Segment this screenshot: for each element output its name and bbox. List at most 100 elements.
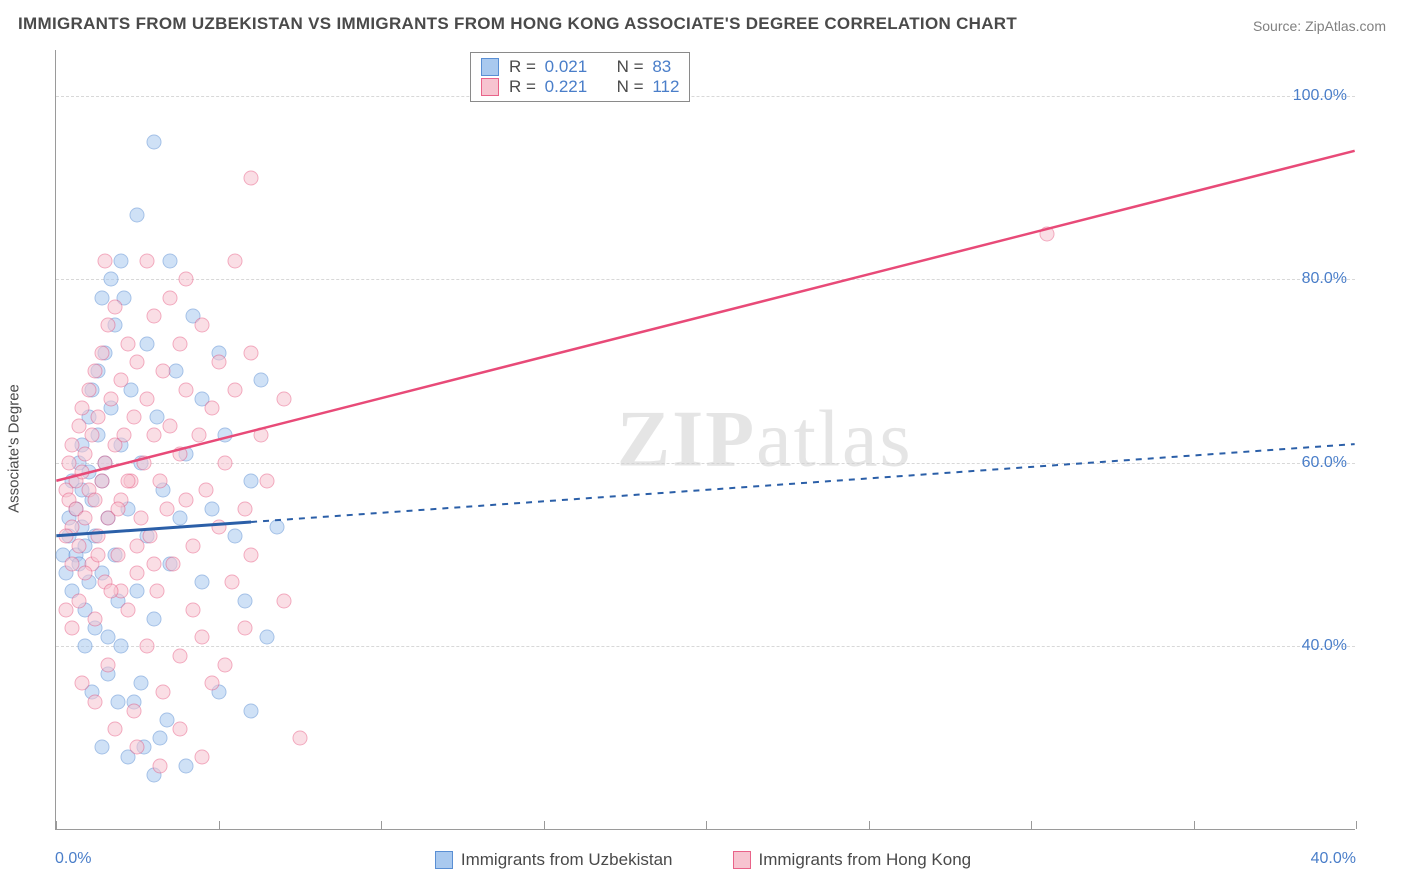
data-point [140, 639, 155, 654]
data-point [130, 355, 145, 370]
data-point [227, 529, 242, 544]
data-point [78, 446, 93, 461]
legend-label: Immigrants from Uzbekistan [461, 850, 673, 870]
data-point [107, 722, 122, 737]
n-label: N = 112 [617, 77, 680, 97]
data-point [218, 428, 233, 443]
data-point [179, 758, 194, 773]
gridline [56, 96, 1355, 97]
data-point [179, 272, 194, 287]
data-point [88, 694, 103, 709]
data-point [270, 520, 285, 535]
data-point [172, 446, 187, 461]
x-tick [381, 821, 382, 829]
data-point [218, 657, 233, 672]
data-point [211, 355, 226, 370]
data-point [71, 538, 86, 553]
data-point [94, 740, 109, 755]
x-tick [1356, 821, 1357, 829]
data-point [91, 529, 106, 544]
data-point [260, 474, 275, 489]
data-point [88, 364, 103, 379]
data-point [120, 336, 135, 351]
data-point [253, 373, 268, 388]
data-point [244, 703, 259, 718]
data-point [179, 382, 194, 397]
data-point [260, 630, 275, 645]
data-point [205, 400, 220, 415]
data-point [153, 731, 168, 746]
r-label: R = 0.221 [509, 77, 587, 97]
legend-item: Immigrants from Uzbekistan [435, 850, 673, 870]
data-point [78, 639, 93, 654]
data-point [244, 474, 259, 489]
data-point [104, 391, 119, 406]
data-point [153, 758, 168, 773]
data-point [205, 501, 220, 516]
data-point [81, 382, 96, 397]
data-point [195, 318, 210, 333]
data-point [101, 630, 116, 645]
data-point [146, 428, 161, 443]
x-tick [544, 821, 545, 829]
x-tick [706, 821, 707, 829]
gridline [56, 646, 1355, 647]
stats-legend: R = 0.021 N = 83R = 0.221 N = 112 [470, 52, 690, 102]
data-point [114, 639, 129, 654]
data-point [58, 602, 73, 617]
data-point [253, 428, 268, 443]
data-point [244, 547, 259, 562]
data-point [237, 501, 252, 516]
legend-label: Immigrants from Hong Kong [759, 850, 972, 870]
data-point [107, 299, 122, 314]
x-tick [1031, 821, 1032, 829]
data-point [1040, 226, 1055, 241]
data-point [84, 428, 99, 443]
x-tick [219, 821, 220, 829]
data-point [114, 254, 129, 269]
legend-swatch [481, 78, 499, 96]
data-point [65, 621, 80, 636]
data-point [198, 483, 213, 498]
data-point [117, 428, 132, 443]
data-point [195, 630, 210, 645]
data-point [185, 602, 200, 617]
series-legend: Immigrants from Uzbekistan Immigrants fro… [0, 850, 1406, 884]
data-point [130, 740, 145, 755]
data-point [140, 391, 155, 406]
data-point [110, 694, 125, 709]
data-point [276, 391, 291, 406]
data-point [211, 520, 226, 535]
data-point [75, 465, 90, 480]
y-tick-label: 60.0% [1302, 454, 1347, 472]
data-point [130, 566, 145, 581]
data-point [97, 455, 112, 470]
legend-stat-row: R = 0.221 N = 112 [481, 77, 679, 97]
data-point [172, 722, 187, 737]
r-label: R = 0.021 [509, 57, 587, 77]
data-point [162, 290, 177, 305]
data-point [127, 703, 142, 718]
data-point [146, 309, 161, 324]
data-point [276, 593, 291, 608]
data-point [104, 584, 119, 599]
data-point [140, 254, 155, 269]
data-point [91, 547, 106, 562]
data-point [130, 584, 145, 599]
y-tick-label: 40.0% [1302, 637, 1347, 655]
data-point [133, 511, 148, 526]
data-point [237, 621, 252, 636]
x-tick [869, 821, 870, 829]
watermark: ZIPatlas [617, 394, 913, 485]
data-point [292, 731, 307, 746]
data-point [71, 593, 86, 608]
data-point [146, 556, 161, 571]
chart-plot-area: ZIPatlas 40.0%60.0%80.0%100.0% [55, 50, 1355, 830]
data-point [120, 602, 135, 617]
data-point [91, 410, 106, 425]
data-point [146, 134, 161, 149]
data-point [75, 400, 90, 415]
data-point [162, 419, 177, 434]
legend-swatch [435, 851, 453, 869]
data-point [110, 501, 125, 516]
